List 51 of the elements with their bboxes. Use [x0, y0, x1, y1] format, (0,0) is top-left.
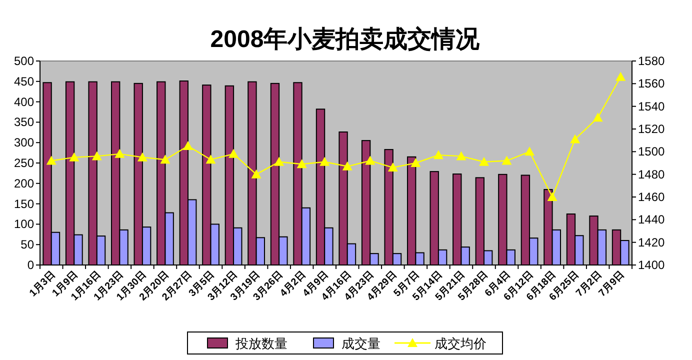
point: [547, 192, 558, 201]
y2-tick-label: 1560: [638, 76, 666, 91]
point: [160, 154, 170, 164]
point: [274, 156, 284, 166]
point: [69, 152, 80, 162]
point: [479, 156, 489, 166]
point: [92, 151, 102, 160]
y2-tick-label: 1420: [638, 235, 666, 250]
point: [570, 134, 580, 144]
point: [114, 148, 125, 158]
point: [433, 150, 444, 160]
point: [592, 112, 603, 122]
point: [456, 151, 466, 160]
y-tick-label: 200: [14, 176, 34, 190]
y2-tick-label: 1500: [638, 144, 666, 159]
y-tick-label: 500: [14, 54, 34, 68]
y-tick-label: 0: [27, 258, 34, 272]
y-tick-label: 150: [14, 196, 34, 211]
legend-label: 成交量: [342, 336, 380, 351]
y-tick-label: 300: [14, 136, 34, 150]
point: [320, 156, 330, 166]
y2-tick-label: 1540: [638, 99, 666, 114]
point: [410, 158, 421, 167]
point: [342, 161, 352, 170]
point: [616, 72, 626, 81]
point: [183, 141, 193, 150]
y2-tick-label: 1440: [638, 212, 666, 227]
y2-tick-label: 1580: [638, 54, 666, 68]
chart-title: 2008年小麦拍卖成交情况: [210, 26, 481, 53]
point: [502, 156, 512, 165]
legend-label: 投放数量: [234, 336, 288, 351]
y-tick-label: 100: [14, 217, 34, 232]
point: [524, 146, 535, 156]
point: [137, 152, 148, 162]
y-tick-label: 400: [14, 94, 34, 109]
point: [206, 154, 216, 164]
point: [46, 156, 56, 165]
point: [365, 156, 376, 165]
y2-tick-label: 1520: [638, 122, 666, 136]
legend-label: 成交均价: [434, 336, 486, 351]
point: [251, 169, 262, 178]
point: [296, 159, 307, 168]
y-tick-label: 350: [14, 115, 34, 130]
point: [228, 148, 239, 158]
y2-tick-label: 1460: [638, 190, 666, 204]
y-tick-label: 450: [14, 74, 34, 88]
point: [388, 162, 398, 172]
y-tick-label: 250: [14, 156, 34, 170]
y2-tick-label: 1400: [638, 258, 666, 272]
y2-tick-label: 1480: [638, 167, 666, 182]
y-tick-label: 50: [20, 238, 34, 252]
